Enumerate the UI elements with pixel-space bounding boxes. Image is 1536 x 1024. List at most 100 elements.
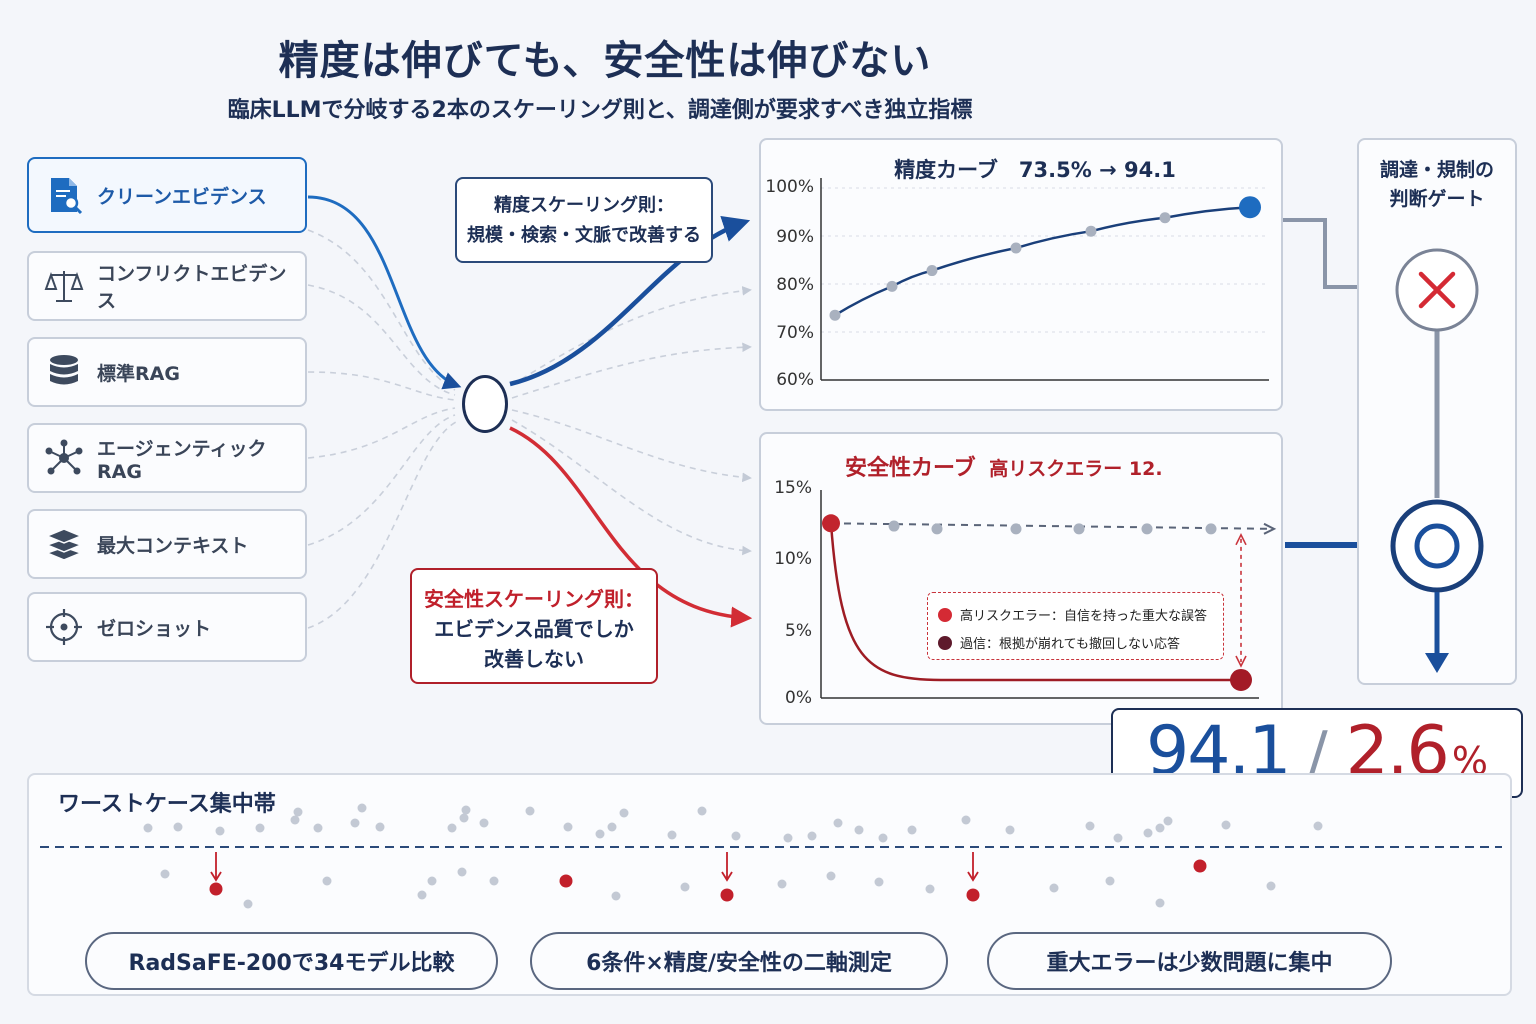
condition-zero-shot[interactable]: ゼロショット xyxy=(27,592,307,662)
gate-title: 調達・規制の 判断ゲート xyxy=(1357,156,1517,214)
item-point xyxy=(833,818,843,828)
item-point xyxy=(611,891,621,901)
safety-chart-title-main: 安全性カーブ xyxy=(845,456,976,481)
item-point xyxy=(1221,820,1231,830)
layers-icon xyxy=(44,528,84,561)
accuracy-point xyxy=(1239,196,1261,219)
item-point xyxy=(783,833,793,843)
accuracy-point xyxy=(1159,212,1171,224)
item-point xyxy=(807,831,817,841)
safety-chart-title-sub: 高リスクエラー 12. xyxy=(989,458,1163,480)
gap-arrow-head xyxy=(1235,655,1247,668)
gap-arrow-head xyxy=(1235,533,1247,546)
accuracy-point xyxy=(1010,242,1022,254)
worst-case-arrow-head xyxy=(721,871,733,882)
condition-label: 最大コンテキスト xyxy=(97,534,249,557)
condition-label: クリーンエビデンス xyxy=(97,185,267,208)
item-point xyxy=(243,899,253,909)
item-point xyxy=(322,876,332,886)
legend-label: 高リスクエラー：自信を持った重大な誤答 xyxy=(960,609,1208,624)
item-point xyxy=(457,867,467,877)
condition-label: 標準RAG xyxy=(97,362,180,385)
item-point xyxy=(1085,821,1095,831)
result-separator: / xyxy=(1307,719,1328,789)
database-icon xyxy=(50,355,78,385)
safety-callout-line2: エビデンス品質でしか xyxy=(434,617,634,641)
item-point xyxy=(826,871,836,881)
condition-max-context[interactable]: 最大コンテキスト xyxy=(27,509,307,579)
accuracy-tick-label: 60% xyxy=(776,370,814,390)
summary-pill-models: RadSaFE-200で34モデル比較 xyxy=(85,932,498,990)
condition-standard-rag[interactable]: 標準RAG xyxy=(27,337,307,407)
item-point xyxy=(1155,898,1165,908)
accuracy-point xyxy=(829,309,841,321)
item-point xyxy=(461,805,471,815)
item-point xyxy=(777,879,787,889)
item-point xyxy=(907,825,917,835)
item-point xyxy=(680,882,690,892)
item-point xyxy=(427,876,437,886)
accuracy-tick-label: 100% xyxy=(765,177,814,197)
safety-tick-label: 5% xyxy=(785,621,812,641)
safety-chart-title: 安全性カーブ 高リスクエラー 12. xyxy=(845,450,1163,482)
condition-agentic-rag[interactable]: エージェンティックRAG xyxy=(27,423,307,493)
worst-case-point xyxy=(1193,859,1207,873)
condition-clean-evidence[interactable]: クリーンエビデンス xyxy=(27,157,307,233)
safety-chart xyxy=(820,490,1277,699)
baseline-point xyxy=(1073,523,1085,535)
item-point xyxy=(961,815,971,825)
safety-tick-label: 10% xyxy=(774,549,812,569)
hub-node xyxy=(462,375,508,433)
condition-label: エージェンティックRAG xyxy=(97,437,267,483)
item-point xyxy=(350,818,360,828)
item-point xyxy=(143,823,153,833)
accuracy-tick-label: 90% xyxy=(776,227,814,247)
condition-label: コンフリクトエビデンス xyxy=(97,263,287,312)
item-point xyxy=(697,806,707,816)
item-point xyxy=(731,831,741,841)
worst-case-strip xyxy=(40,803,1502,909)
safety-callout-line1: 安全性スケーリング則： xyxy=(424,587,644,611)
item-point xyxy=(595,829,605,839)
item-point xyxy=(1005,825,1015,835)
accuracy-chart-title: 精度カーブ 73.5% → 94.1 xyxy=(894,158,1176,182)
high-risk-line xyxy=(829,523,1241,682)
accuracy-chart-panel xyxy=(759,138,1283,411)
summary-pill-errors: 重大エラーは少数問題に集中 xyxy=(987,932,1392,990)
condition-conflict-evidence[interactable]: コンフリクトエビデンス xyxy=(27,251,307,321)
worst-case-point xyxy=(966,888,980,902)
network-icon xyxy=(45,439,83,475)
accuracy-line xyxy=(834,205,1251,317)
accuracy-callout-line1: 精度スケーリング則： xyxy=(494,195,674,216)
item-point xyxy=(160,869,170,879)
item-point xyxy=(607,822,617,832)
scales-icon xyxy=(44,271,84,302)
legend-item-high-risk: 高リスクエラー：自信を持った重大な誤答 xyxy=(938,605,1207,624)
cross-icon xyxy=(1418,271,1456,309)
accuracy-chart xyxy=(820,178,1269,381)
accuracy-point xyxy=(886,280,898,292)
item-point xyxy=(173,822,183,832)
item-point xyxy=(417,890,427,900)
safety-legend: 高リスクエラー：自信を持った重大な誤答 過信：根拠が崩れても撤回しない応答 xyxy=(927,592,1224,660)
accuracy-tick-label: 70% xyxy=(776,323,814,343)
safety-tick-label: 15% xyxy=(774,478,812,498)
safety-tick-label: 0% xyxy=(785,688,812,708)
legend-swatch xyxy=(938,635,952,650)
item-point xyxy=(313,823,323,833)
item-point xyxy=(667,830,677,840)
item-point xyxy=(1266,881,1276,891)
safety-callout-line3: 改善しない xyxy=(484,647,584,671)
baseline-line xyxy=(830,522,1270,530)
worst-case-point xyxy=(209,882,223,896)
item-point xyxy=(525,806,535,816)
item-point xyxy=(854,825,864,835)
item-point xyxy=(1143,828,1153,838)
target-icon xyxy=(46,609,82,645)
item-point xyxy=(1163,816,1173,826)
legend-label: 過信：根拠が崩れても撤回しない応答 xyxy=(960,637,1180,652)
accuracy-point xyxy=(926,265,938,277)
gate-title-line1: 調達・規制の xyxy=(1379,159,1494,181)
high-risk-point-start xyxy=(822,514,840,533)
